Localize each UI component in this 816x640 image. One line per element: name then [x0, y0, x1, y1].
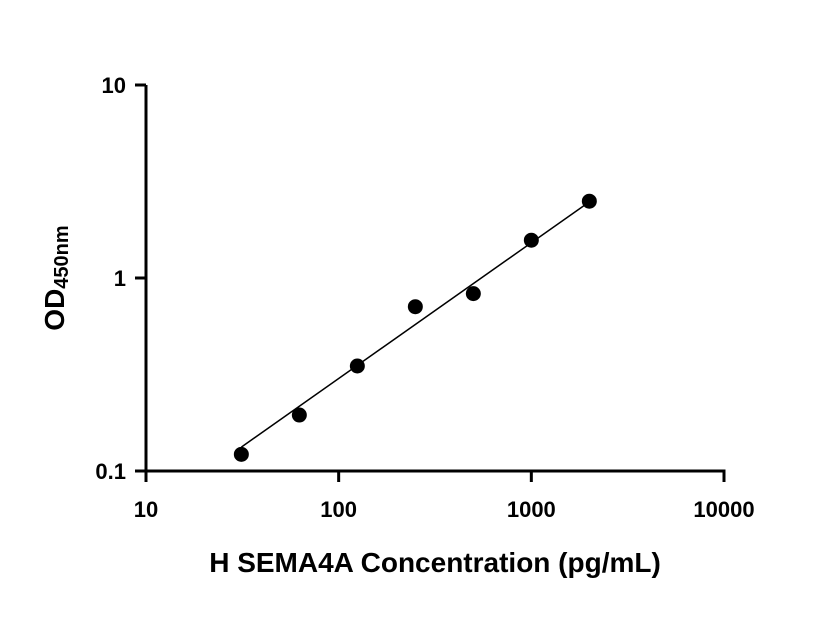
- x-tick-label: 10000: [693, 497, 754, 522]
- data-point: [407, 299, 423, 315]
- data-point: [233, 446, 249, 462]
- y-tick-label: 10: [102, 73, 126, 98]
- data-point: [291, 407, 307, 423]
- y-axis-ticks: 0.1 1 10: [95, 73, 146, 484]
- x-axis-ticks: 10 100 1000 10000: [134, 471, 755, 522]
- y-axis-title-subscript: 450nm: [51, 225, 73, 288]
- data-point: [465, 286, 481, 302]
- x-tick-label: 100: [320, 497, 357, 522]
- axes: [144, 85, 726, 473]
- y-tick-label: 1: [114, 266, 126, 291]
- x-tick-label: 1000: [507, 497, 556, 522]
- y-axis-title-main: OD: [39, 289, 70, 331]
- x-tick-label: 10: [134, 497, 158, 522]
- x-axis-title: H SEMA4A Concentration (pg/mL): [209, 547, 661, 578]
- data-point: [581, 193, 597, 209]
- data-point: [523, 232, 539, 248]
- y-axis-title: OD450nm: [39, 225, 73, 330]
- y-tick-label: 0.1: [95, 459, 126, 484]
- data-points: [233, 193, 597, 462]
- data-point: [349, 358, 365, 374]
